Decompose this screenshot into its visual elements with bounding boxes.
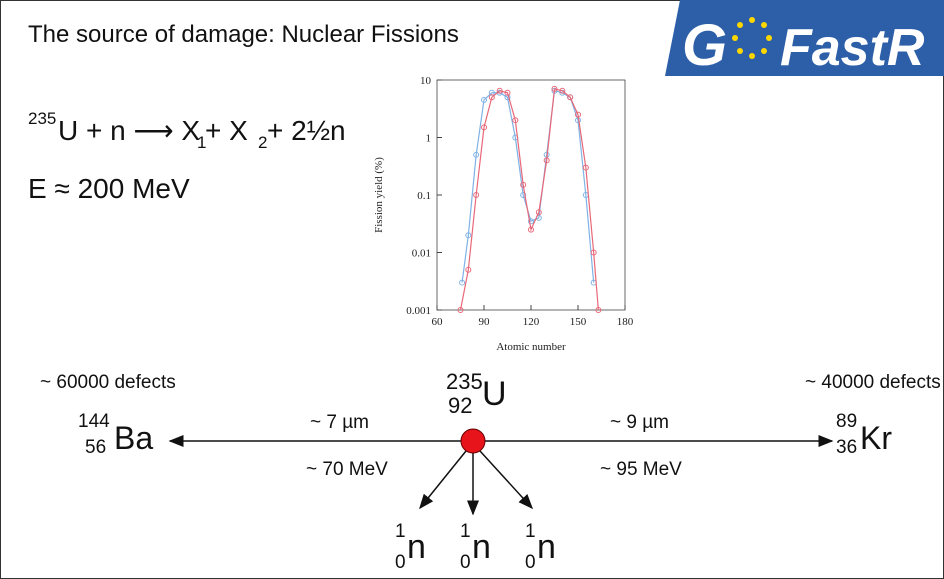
element-symbol: n <box>472 528 491 566</box>
y-tick-label: 0.1 <box>417 190 431 202</box>
defects-right: ~ 40000 defects <box>805 372 941 393</box>
series-point <box>543 157 550 164</box>
series-point <box>528 226 534 233</box>
series-point <box>481 124 487 131</box>
mass-number: 1 <box>525 521 536 542</box>
series-point <box>473 192 480 198</box>
title: The source of damage: Nuclear Fissions <box>28 21 459 48</box>
energy: E ≈ 200 MeV <box>28 173 190 204</box>
element-symbol: Ba <box>114 420 153 456</box>
series-line <box>459 88 599 311</box>
y-axis-label: Fission yield (%) <box>373 157 385 233</box>
range-left: ~ 7 µm <box>310 412 369 433</box>
atomic-number: 92 <box>448 393 472 418</box>
eq-part: + X <box>205 115 248 146</box>
series-point <box>457 307 464 313</box>
x-tick-label: 60 <box>432 316 444 328</box>
x-tick-label: 120 <box>523 316 540 328</box>
logo-stars <box>732 17 772 59</box>
y-tick-label: 0.01 <box>412 248 431 260</box>
element-symbol: Kr <box>860 420 892 456</box>
y-tick-label: 10 <box>420 75 432 87</box>
range-right: ~ 9 µm <box>610 412 669 433</box>
series-point <box>535 209 542 216</box>
series-point <box>582 164 589 171</box>
nucleus <box>460 428 486 454</box>
series-point <box>575 111 581 118</box>
series-point <box>559 87 566 94</box>
atomic-number: 0 <box>395 552 406 573</box>
x-tick-label: 180 <box>617 316 634 328</box>
eq-part: + 2½n <box>267 115 346 146</box>
chart: 60 90 120 150 180 0.001 0.01 0.1 1 10 Atomic numbe… <box>373 75 634 353</box>
logo-fastr: FastR <box>780 19 925 77</box>
series-point <box>459 279 466 286</box>
series-point <box>481 96 487 103</box>
element-symbol: n <box>407 528 426 566</box>
atomic-number: 56 <box>85 437 106 458</box>
eq-sub: 1 <box>197 133 206 152</box>
energy-right: ~ 95 MeV <box>600 459 682 480</box>
x-tick-label: 150 <box>570 316 587 328</box>
logo-g: G <box>682 13 727 78</box>
eq-part: U + n ⟶ X <box>58 115 200 146</box>
equation: 235 U + n ⟶ X 1 + X 2 + 2½n <box>28 109 346 152</box>
x-axis-label: Atomic number <box>496 341 566 353</box>
element-symbol: U <box>482 375 507 413</box>
eq-mass: 235 <box>28 109 56 128</box>
logo-bg <box>665 0 944 76</box>
series-point <box>567 94 574 101</box>
atomic-number: 0 <box>525 552 536 573</box>
defects-left: ~ 60000 defects <box>40 372 176 393</box>
series-point <box>528 218 534 225</box>
series-point <box>465 232 472 239</box>
series-point <box>595 307 602 313</box>
mass-number: 235 <box>446 369 483 394</box>
series-point <box>512 117 519 124</box>
series-point <box>520 181 527 188</box>
element-symbol: n <box>537 528 556 566</box>
y-tick-label: 0.001 <box>406 305 431 317</box>
logo: G FastR <box>665 0 944 78</box>
eq-sub: 2 <box>258 133 267 152</box>
series-point <box>590 249 597 256</box>
series-point <box>488 94 495 101</box>
series-point <box>465 266 472 273</box>
series-point <box>551 85 558 92</box>
atomic-number: 36 <box>836 437 857 458</box>
y-tick-label: 1 <box>426 133 432 145</box>
mass-number: 89 <box>836 411 857 432</box>
x-tick-label: 90 <box>479 316 491 328</box>
energy-left: ~ 70 MeV <box>306 459 388 480</box>
series-point <box>473 151 480 158</box>
arrow-neutron <box>479 450 534 510</box>
atomic-number: 0 <box>460 552 471 573</box>
series-point <box>520 192 527 198</box>
mass-number: 1 <box>460 521 471 542</box>
series-point <box>504 89 511 96</box>
arrow-neutron <box>419 450 467 510</box>
series-point <box>496 87 503 94</box>
mass-number: 144 <box>78 411 110 432</box>
mass-number: 1 <box>395 521 406 542</box>
